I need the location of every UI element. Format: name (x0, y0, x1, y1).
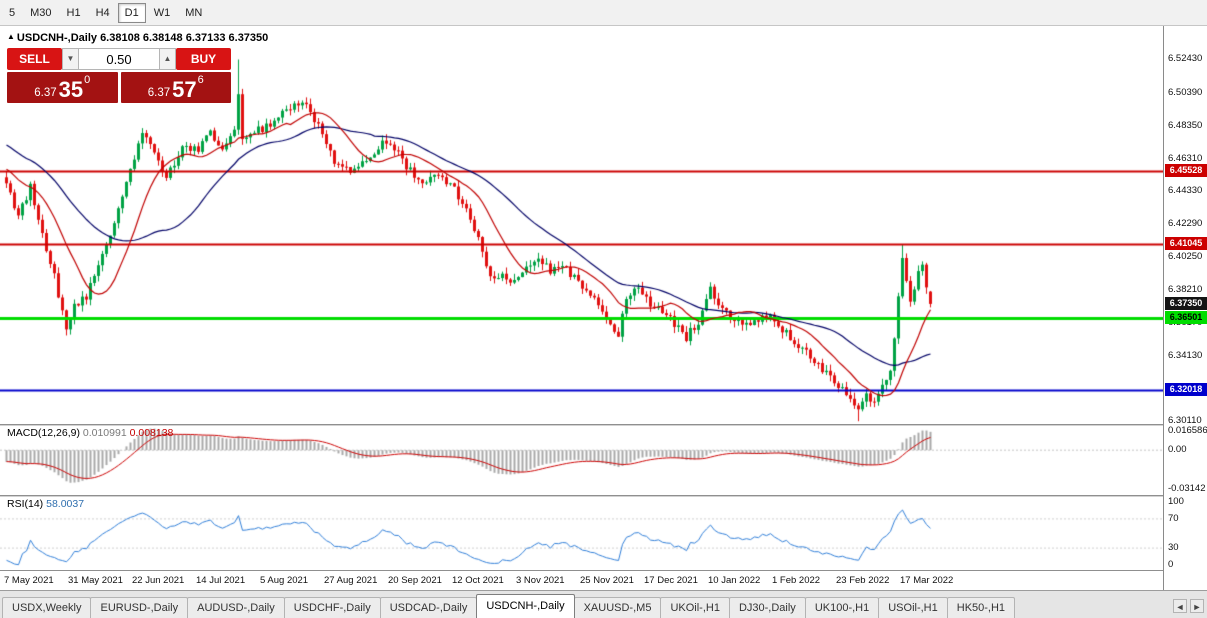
timeframe-button-d1[interactable]: D1 (117, 2, 146, 23)
time-axis-label: 17 Dec 2021 (644, 575, 698, 586)
price-tag-6.36501: 6.36501 (1165, 310, 1207, 324)
price-axis-tick: 6.40250 (1168, 250, 1203, 262)
chart-tab-usoil-h1[interactable]: USOil-,H1 (878, 597, 948, 618)
buy-price-pip-digit: 6 (197, 74, 204, 86)
time-axis-label: 1 Feb 2022 (772, 575, 821, 586)
buy-price-prefix: 6.37 (147, 87, 171, 99)
one-click-trading-panel: SELL ▼ ▲ BUY 6.37 35 0 6.37 57 6 (7, 48, 231, 103)
buy-price-display[interactable]: 6.37 57 6 (120, 72, 231, 103)
time-axis-label: 14 Jul 2021 (196, 575, 246, 586)
time-axis-label: 10 Jan 2022 (708, 575, 761, 586)
sell-button[interactable]: SELL (7, 48, 62, 70)
macd-axis-tick: 0.016586 (1168, 425, 1207, 436)
chart-symbol-period: USDCNH-,Daily (16, 32, 97, 44)
macd-name: MACD(12,26,9) (7, 427, 80, 439)
chart-tab-xauusd-m5[interactable]: XAUUSD-,M5 (573, 597, 662, 618)
macd-axis-tick: 0.00 (1168, 444, 1187, 456)
time-axis-label: 12 Oct 2021 (452, 575, 504, 586)
price-tag-6.41045: 6.41045 (1165, 237, 1207, 250)
price-axis-tick: 6.34130 (1168, 350, 1203, 362)
timeframe-button-mn[interactable]: MN (185, 6, 203, 19)
chart-tab-eurusd-daily[interactable]: EURUSD-,Daily (90, 597, 189, 618)
price-axis-tick: 6.42290 (1168, 217, 1203, 229)
time-axis-label: 3 Nov 2021 (516, 575, 565, 586)
time-axis-label: 7 May 2021 (4, 575, 54, 586)
rsi-label: RSI(14) 58.0037 (7, 498, 84, 510)
sell-price-big-digits: 35 (58, 77, 84, 102)
macd-signal-value: 0.008138 (129, 427, 174, 439)
macd-axis-tick: -0.03142 (1168, 483, 1206, 494)
chart-tab-hk50-h1[interactable]: HK50-,H1 (946, 597, 1016, 618)
rsi-name: RSI(14) (7, 498, 44, 510)
rsi-axis-tick: 100 (1168, 496, 1184, 507)
price-tag-6.37350: 6.37350 (1165, 296, 1207, 310)
rsi-value: 58.0037 (46, 498, 85, 510)
time-axis[interactable]: 7 May 2021 31 May 2021 22 Jun 2021 14 Jul 2… (0, 571, 1163, 590)
price-axis-tick: 6.30110 (1168, 415, 1202, 427)
chart-tab-audusd-daily[interactable]: AUDUSD-,Daily (187, 597, 285, 618)
rsi-indicator-canvas[interactable] (0, 497, 1163, 570)
chart-tab-usdcnh-daily[interactable]: USDCNH-,Daily (476, 594, 575, 618)
volume-input[interactable] (79, 48, 159, 70)
price-tag-6.45528: 6.45528 (1165, 164, 1207, 178)
time-axis-label: 17 Mar 2022 (900, 575, 954, 586)
chart-tab-bar: USDX,Weekly EURUSD-,Daily AUDUSD-,Daily USD… (0, 590, 1207, 618)
price-axis[interactable]: 6.52430 6.50390 6.48350 6.46310 6.44330 6.422… (1163, 26, 1207, 590)
volume-increase-button[interactable]: ▲ (159, 48, 176, 70)
panel-divider[interactable] (0, 495, 1163, 497)
macd-main-value: 0.010991 (82, 427, 127, 439)
chart-collapse-icon[interactable]: ▲ (7, 32, 15, 41)
price-tag-6.32018: 6.32018 (1165, 383, 1207, 397)
chart-tab-uk100-h1[interactable]: UK100-,H1 (804, 597, 880, 618)
price-axis-tick: 6.48350 (1168, 119, 1203, 131)
tabs-scroll-right-button[interactable]: ► (1190, 599, 1204, 613)
rsi-axis-tick: 0 (1168, 559, 1174, 570)
chart-title: ▲ USDCNH-,Daily 6.38108 6.38148 6.37133 6… (7, 32, 268, 44)
time-axis-label: 5 Aug 2021 (260, 575, 309, 586)
price-axis-tick: 6.44330 (1168, 184, 1203, 196)
timeframe-toolbar: 5 M30 H1 H4 D1 W1 MN (0, 0, 1207, 26)
timeframe-button-w1[interactable]: W1 (153, 6, 171, 19)
chart-tab-usdchf-daily[interactable]: USDCHF-,Daily (283, 597, 381, 618)
sell-price-display[interactable]: 6.37 35 0 (7, 72, 118, 103)
time-axis-label: 22 Jun 2021 (132, 575, 185, 586)
buy-button[interactable]: BUY (176, 48, 231, 70)
price-axis-tick: 6.50390 (1168, 86, 1203, 98)
price-axis-tick: 6.38210 (1168, 283, 1203, 295)
chart-tab-usdx-weekly[interactable]: USDX,Weekly (2, 597, 92, 618)
panel-divider (0, 570, 1163, 571)
time-axis-label: 23 Feb 2022 (836, 575, 890, 586)
time-axis-label: 20 Sep 2021 (388, 575, 442, 586)
time-axis-label: 27 Aug 2021 (324, 575, 378, 586)
chart-ohlc-values: 6.38108 6.38148 6.37133 6.37350 (100, 32, 269, 44)
time-axis-label: 25 Nov 2021 (580, 575, 634, 586)
timeframe-button-h1[interactable]: H1 (66, 6, 81, 19)
sell-price-pip-digit: 0 (84, 74, 91, 86)
timeframe-button-h4[interactable]: H4 (95, 6, 110, 19)
macd-label: MACD(12,26,9) 0.010991 0.008138 (7, 427, 173, 439)
panel-divider[interactable] (0, 424, 1163, 426)
chart-tab-usdcad-daily[interactable]: USDCAD-,Daily (379, 597, 478, 618)
buy-price-big-digits: 57 (172, 77, 197, 102)
sell-price-prefix: 6.37 (34, 87, 57, 99)
timeframe-button-m30[interactable]: M30 (30, 6, 52, 19)
price-axis-tick: 6.46310 (1168, 152, 1203, 164)
rsi-axis-tick: 30 (1168, 542, 1179, 554)
chart-tab-dj30-daily[interactable]: DJ30-,Daily (728, 597, 806, 618)
chart-tab-ukoil-h1[interactable]: UKOil-,H1 (660, 597, 730, 618)
rsi-axis-tick: 70 (1168, 512, 1179, 524)
price-axis-tick: 6.52430 (1168, 53, 1203, 65)
chart-window: ▲ USDCNH-,Daily 6.38108 6.38148 6.37133 6… (0, 26, 1207, 590)
time-axis-label: 31 May 2021 (68, 575, 123, 586)
macd-indicator-canvas[interactable] (0, 426, 1163, 494)
volume-decrease-button[interactable]: ▼ (62, 48, 79, 70)
timeframe-button-5[interactable]: 5 (9, 6, 16, 19)
tabs-scroll-left-button[interactable]: ◄ (1173, 599, 1187, 613)
